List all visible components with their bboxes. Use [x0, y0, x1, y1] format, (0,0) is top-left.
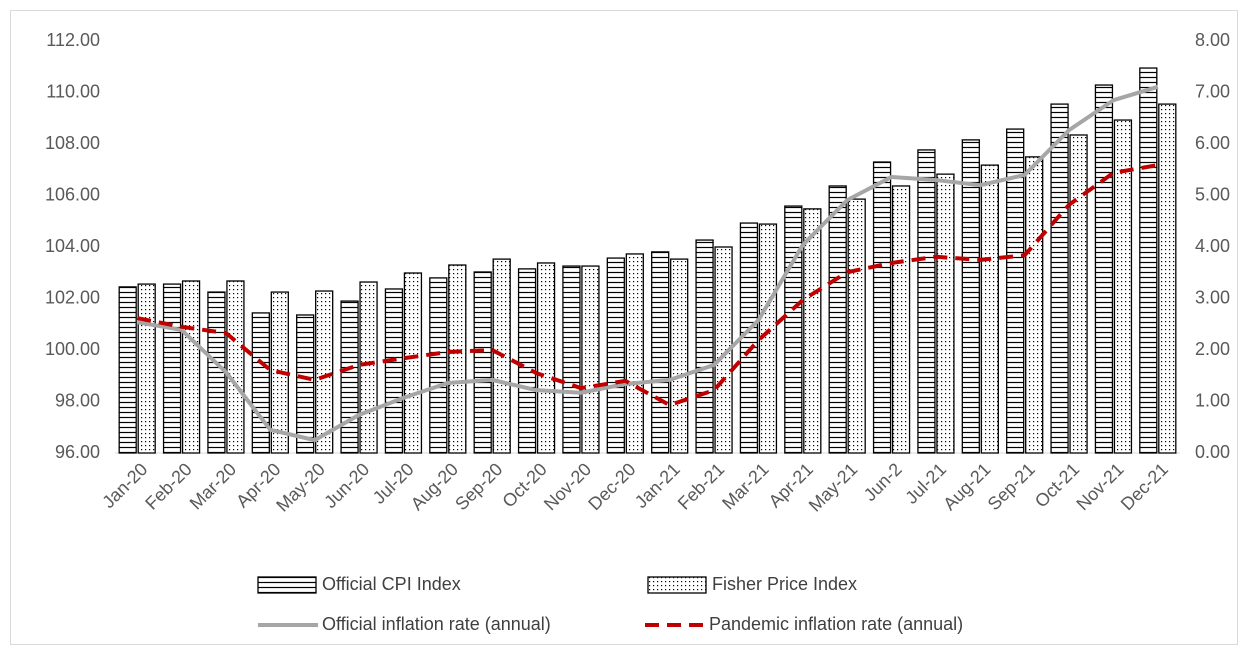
legend-label: Official CPI Index: [322, 574, 461, 594]
y-tick-label: 108.00: [45, 133, 100, 153]
bar: [181, 280, 201, 454]
bar: [828, 185, 847, 454]
y-tick-label: 96.00: [55, 442, 100, 462]
bar: [448, 264, 467, 454]
bar: [980, 164, 999, 454]
bar: [473, 271, 492, 454]
bar: [803, 208, 822, 454]
legend-label: Pandemic inflation rate (annual): [709, 614, 963, 634]
bar: [606, 257, 625, 454]
bar: [403, 272, 423, 454]
bar: [625, 253, 644, 454]
y-tick-label: 106.00: [45, 184, 100, 204]
y2-tick-label: 6.00: [1195, 133, 1230, 153]
y-tick-label: 98.00: [55, 390, 100, 410]
bar: [936, 173, 955, 454]
y2-tick-label: 4.00: [1195, 236, 1230, 256]
line-series: [136, 84, 1159, 443]
bar: [917, 149, 936, 454]
line-series: [136, 163, 1159, 408]
bar: [384, 288, 404, 454]
legend-label: Fisher Price Index: [712, 574, 857, 594]
bar: [517, 268, 537, 454]
bar: [226, 280, 245, 454]
bar: [581, 265, 600, 454]
bar: [651, 251, 670, 454]
bar: [1094, 84, 1114, 454]
y-tick-label: 104.00: [45, 236, 100, 256]
legend-swatch: [647, 576, 707, 594]
bar: [137, 283, 156, 454]
bar: [714, 246, 733, 454]
bar: [296, 314, 315, 454]
y2-tick-label: 8.00: [1195, 30, 1230, 50]
legend-label: Official inflation rate (annual): [322, 614, 551, 634]
bar: [1025, 156, 1044, 454]
bar: [847, 198, 866, 454]
y-tick-label: 100.00: [45, 339, 100, 359]
bar: [359, 281, 378, 454]
bar: [340, 300, 359, 454]
bar: [670, 258, 689, 454]
y-tick-label: 110.00: [46, 81, 100, 101]
bar: [162, 283, 182, 454]
y-tick-label: 102.00: [45, 287, 100, 307]
bar: [1139, 67, 1158, 454]
y2-tick-label: 5.00: [1195, 184, 1230, 204]
bar: [536, 262, 556, 454]
bar: [695, 239, 714, 454]
y2-tick-label: 0.00: [1195, 442, 1230, 462]
bar: [207, 291, 226, 454]
y2-tick-label: 2.00: [1195, 339, 1230, 359]
bar: [872, 161, 892, 454]
y2-tick-label: 7.00: [1195, 81, 1230, 101]
legend-swatch: [257, 576, 317, 594]
bar: [118, 286, 137, 454]
bar: [429, 277, 448, 454]
bar: [1113, 119, 1133, 454]
bar: [251, 312, 270, 454]
bar: [562, 265, 581, 454]
y2-tick-label: 3.00: [1195, 287, 1230, 307]
bar: [961, 139, 980, 454]
y-tick-label: 112.00: [46, 30, 100, 50]
y2-tick-label: 1.00: [1195, 390, 1230, 410]
bar: [315, 290, 334, 454]
bar: [891, 185, 911, 454]
bar: [1006, 128, 1025, 454]
bar: [784, 205, 803, 454]
bar: [1069, 134, 1088, 454]
bar: [1158, 103, 1177, 454]
bar: [1050, 103, 1069, 454]
